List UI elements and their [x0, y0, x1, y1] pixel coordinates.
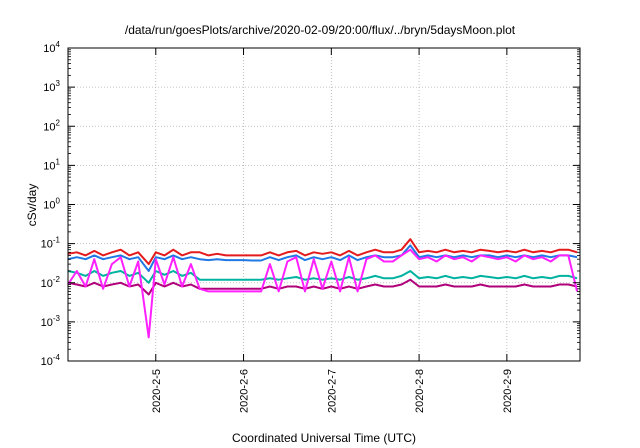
series-group	[67, 238, 579, 339]
x-tick-label: 2020-2-7	[326, 369, 338, 413]
y-tick-base: 10	[43, 121, 55, 133]
y-tick-exponent: 2	[56, 118, 61, 127]
chart-title: /data/run/goesPlots/archive/2020-02-09/2…	[125, 23, 516, 37]
x-tick-label: 2020-2-5	[151, 369, 163, 413]
series-line-3	[67, 270, 578, 284]
y-tick-exponent: 0	[56, 197, 61, 206]
grid	[68, 48, 580, 361]
y-tick-exponent: -3	[53, 314, 61, 323]
y-tick-label: 10-4	[41, 353, 61, 368]
x-tick-label: 2020-2-8	[414, 369, 426, 413]
y-tick-label: 100	[43, 197, 60, 212]
series-line-2	[67, 244, 578, 272]
y-tick-exponent: 4	[56, 40, 61, 49]
x-axis-label: Coordinated Universal Time (UTC)	[232, 431, 416, 445]
x-axis: 2020-2-5 2020-2-6 2020-2-7 2020-2-8 2020-2-9	[151, 48, 514, 413]
y-tick-base: 10	[41, 278, 53, 290]
y-tick-label: 10-3	[41, 314, 61, 329]
y-tick-exponent: 3	[56, 79, 61, 88]
y-tick-base: 10	[41, 239, 53, 251]
y-tick-base: 10	[43, 82, 55, 94]
y-tick-label: 101	[43, 157, 60, 172]
y-axis-label: cSv/day	[25, 184, 39, 227]
series-line-1	[67, 238, 578, 266]
x-tick-label: 2020-2-6	[239, 369, 251, 413]
y-tick-exponent: 1	[56, 157, 61, 166]
series-line-5	[67, 248, 579, 339]
y-tick-exponent: -2	[53, 275, 61, 284]
y-tick-base: 10	[41, 356, 53, 368]
y-tick-label: 104	[43, 40, 60, 55]
y-tick-base: 10	[43, 160, 55, 172]
y-tick-exponent: -1	[53, 236, 61, 245]
y-tick-base: 10	[43, 200, 55, 212]
y-tick-label: 10-2	[41, 275, 61, 290]
y-tick-base: 10	[43, 43, 55, 55]
y-tick-label: 103	[43, 79, 60, 94]
x-tick-label: 2020-2-9	[502, 369, 514, 413]
y-tick-exponent: -4	[53, 353, 61, 362]
y-tick-label: 10-1	[41, 236, 61, 251]
y-tick-label: 102	[43, 118, 60, 133]
y-tick-base: 10	[41, 317, 53, 329]
